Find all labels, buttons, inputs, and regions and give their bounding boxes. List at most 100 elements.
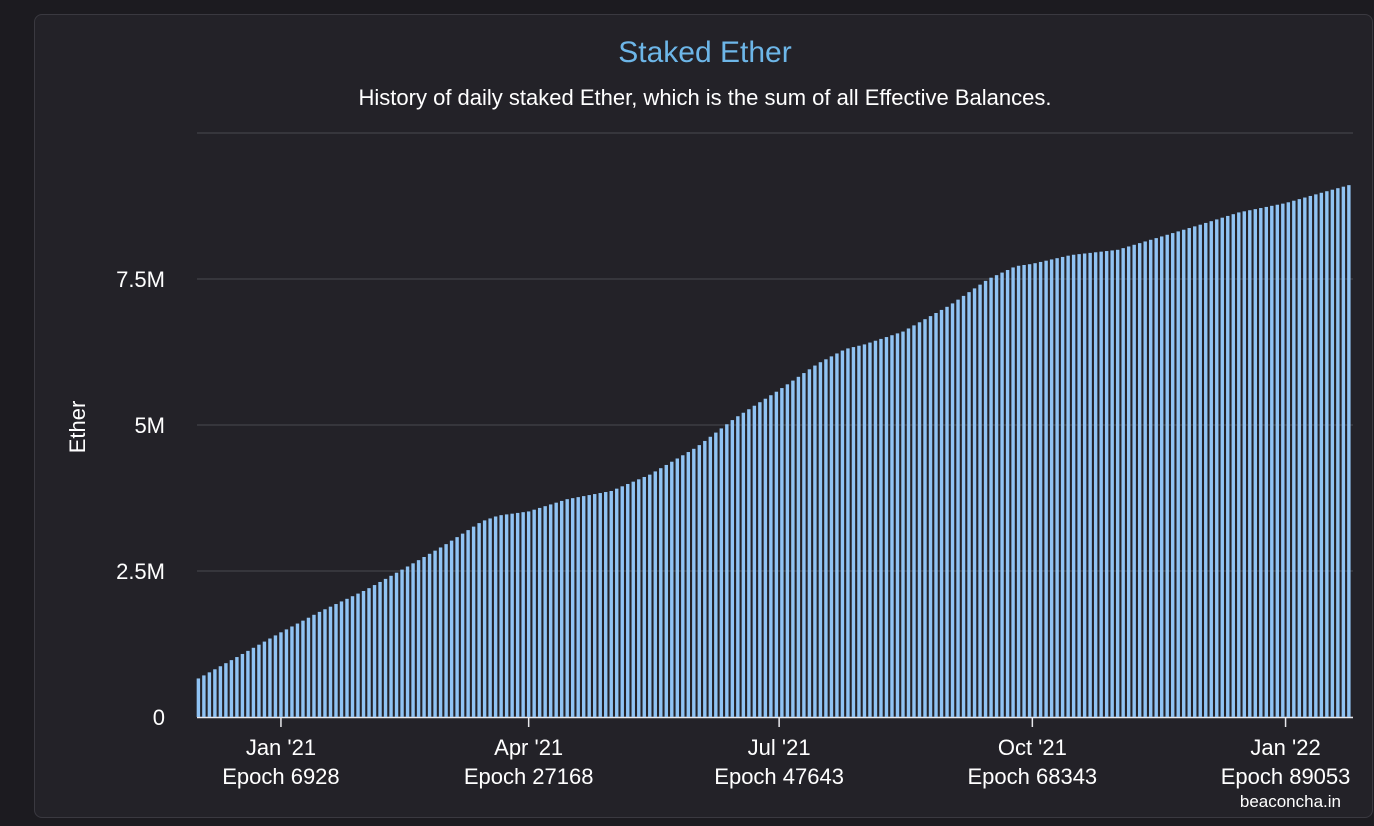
bar[interactable] [576,497,580,717]
bar[interactable] [719,428,724,717]
bar[interactable] [1044,260,1048,717]
bar[interactable] [873,340,878,717]
bar[interactable] [213,669,217,717]
bar[interactable] [895,333,900,717]
bar[interactable] [438,547,443,717]
bar[interactable] [681,455,685,717]
bar[interactable] [1281,203,1285,718]
bar[interactable] [284,629,289,717]
bar[interactable] [1077,254,1081,717]
bar[interactable] [763,398,768,717]
bar[interactable] [482,520,487,717]
bar[interactable] [339,601,344,717]
bar[interactable] [978,284,982,717]
bar[interactable] [631,481,635,717]
bar[interactable] [714,432,718,717]
bar[interactable] [1148,239,1153,717]
bar[interactable] [1005,270,1010,717]
bar[interactable] [1187,228,1191,717]
bar[interactable] [961,295,966,717]
bar[interactable] [361,590,366,717]
bar[interactable] [471,526,476,717]
bar[interactable] [422,556,426,717]
bar[interactable] [967,292,971,717]
bar[interactable] [1297,199,1302,718]
bar[interactable] [642,476,646,717]
bar[interactable] [1082,253,1087,717]
bar[interactable] [427,553,432,717]
bar[interactable] [807,369,812,717]
bar[interactable] [780,388,784,717]
bar[interactable] [1330,189,1335,717]
bar[interactable] [510,513,514,717]
bar[interactable] [400,569,404,717]
bar[interactable] [653,471,657,717]
bar[interactable] [725,424,729,717]
bar[interactable] [1341,186,1346,717]
bar[interactable] [785,384,790,717]
bar[interactable] [752,405,757,717]
bar[interactable] [1336,188,1340,718]
bar[interactable] [279,632,283,717]
bar[interactable] [686,452,691,717]
bar[interactable] [559,500,564,717]
bar[interactable] [1022,264,1026,717]
bar[interactable] [906,328,911,717]
bar[interactable] [620,486,624,717]
bar[interactable] [301,620,305,717]
bar[interactable] [196,678,201,717]
bar[interactable] [1126,246,1131,717]
bar[interactable] [1308,195,1313,718]
bar[interactable] [1204,222,1208,717]
bar[interactable] [950,303,955,717]
bar[interactable] [857,345,861,717]
bar[interactable] [268,638,272,717]
bar[interactable] [846,348,850,717]
bar[interactable] [1231,214,1235,717]
bar[interactable] [692,448,696,717]
bar[interactable] [934,313,938,717]
bar[interactable] [1292,200,1296,718]
bar[interactable] [466,530,470,717]
bar[interactable] [323,609,327,717]
bar[interactable] [796,376,801,717]
bar[interactable] [675,458,679,717]
bar[interactable] [818,362,823,717]
bar[interactable] [648,474,652,717]
bar[interactable] [1220,217,1224,717]
bar[interactable] [477,523,481,717]
bar[interactable] [1215,219,1219,717]
bar[interactable] [334,604,338,717]
bar[interactable] [394,572,399,717]
bar[interactable] [802,373,806,717]
bar[interactable] [1060,256,1065,717]
bar[interactable] [1248,210,1252,718]
bar[interactable] [1143,241,1147,717]
bar[interactable] [1209,221,1213,717]
bar[interactable] [257,644,261,717]
bar[interactable] [670,461,674,717]
bar[interactable] [945,306,949,717]
bar[interactable] [1088,252,1092,717]
bar[interactable] [730,420,735,717]
bar[interactable] [1242,211,1246,717]
bar[interactable] [1121,248,1125,718]
bar[interactable] [1099,251,1103,717]
bar[interactable] [879,338,883,717]
bar[interactable] [835,353,839,717]
bar[interactable] [989,277,993,717]
bar[interactable] [868,342,872,717]
bar[interactable] [703,440,707,717]
bar[interactable] [1104,251,1109,717]
bar[interactable] [890,335,894,717]
bar[interactable] [983,280,988,717]
bar[interactable] [994,275,999,717]
bar[interactable] [378,581,382,717]
bar[interactable] [1325,191,1329,717]
bar[interactable] [543,506,547,717]
bar[interactable] [637,479,641,717]
bar[interactable] [1193,226,1197,717]
bar[interactable] [1033,263,1037,717]
bar[interactable] [615,488,619,717]
bar[interactable] [317,611,322,717]
